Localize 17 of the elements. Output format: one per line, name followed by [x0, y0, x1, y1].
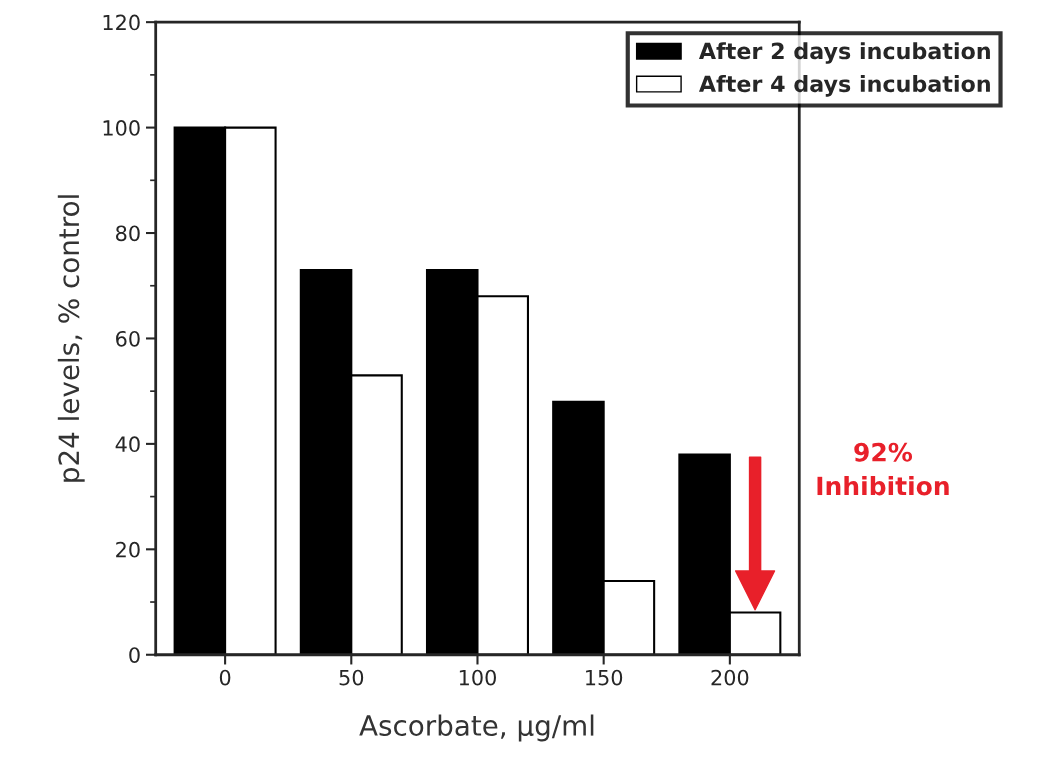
x-tick-label: 0	[219, 669, 231, 686]
text: 92% Inhibition	[817, 442, 949, 496]
y-axis-title: p24 levels, % control	[57, 195, 85, 482]
y-tick-label: 120	[103, 14, 140, 31]
y-tick-label: 80	[116, 225, 140, 242]
y-tick-label: 0	[129, 647, 140, 663]
x-tick-label: 50	[339, 669, 364, 686]
y-tick-label: 40	[115, 436, 140, 453]
legend-label: After 4 days incubation	[698, 74, 990, 97]
x-tick-label: 200	[711, 669, 749, 686]
y-tick-label: 100	[103, 120, 140, 136]
x-axis-title: Ascorbate, µg/ml	[359, 714, 594, 742]
x-tick-label: 100	[459, 669, 496, 686]
legend-label: After 2 days incubation	[698, 42, 990, 64]
y-tick-label: 20	[116, 541, 140, 558]
x-tick-label: 150	[586, 669, 623, 686]
y-tick-label: 60	[116, 330, 140, 347]
